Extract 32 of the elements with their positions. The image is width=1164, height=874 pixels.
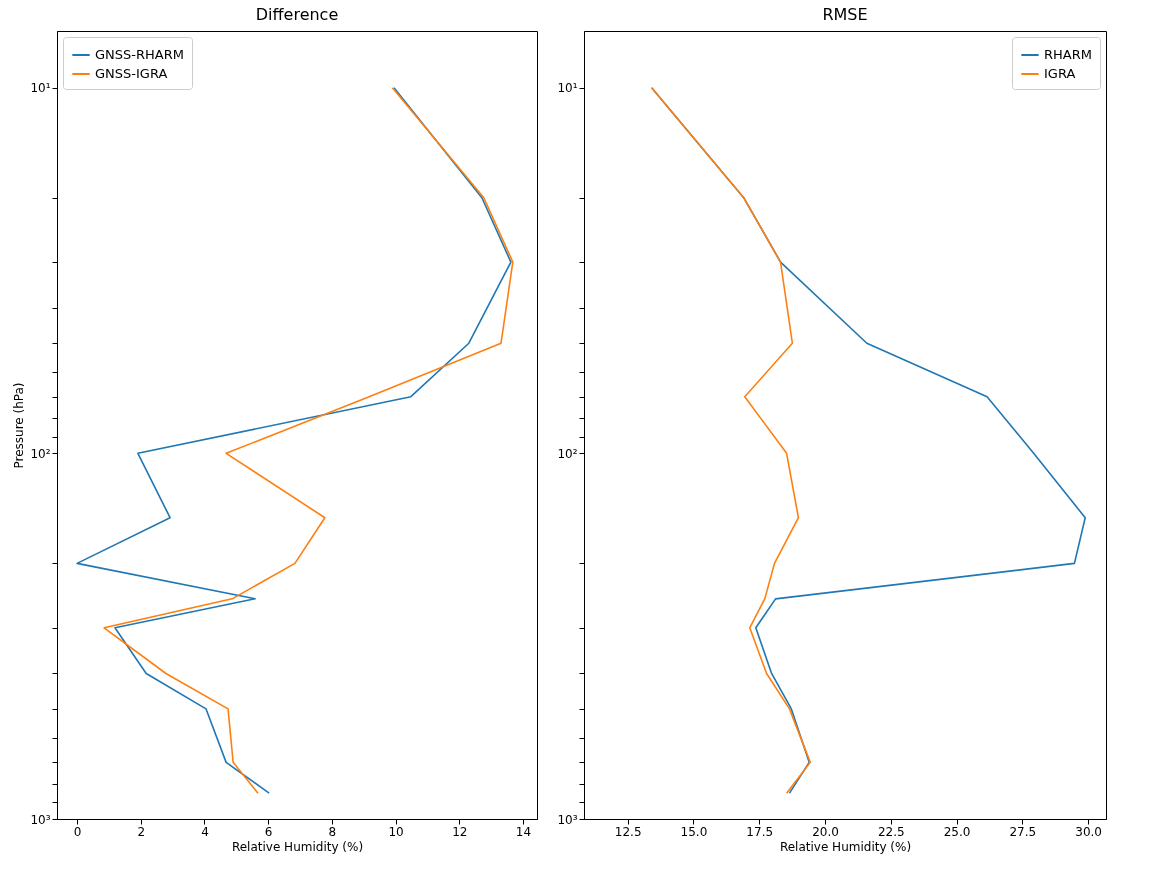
x-tick-label: 8 [328, 824, 337, 839]
x-tick-label: 4 [201, 824, 209, 839]
y-tick-label: 10² [30, 446, 51, 461]
legend-label: GNSS-RHARM [95, 47, 184, 62]
x-tick-label: 22.5 [877, 824, 905, 839]
x-tick-label: 6 [264, 824, 273, 839]
x-axis-title: Relative Humidity (%) [231, 839, 364, 854]
y-tick-label: 10³ [30, 812, 51, 827]
chart-title: Difference [255, 5, 339, 24]
x-tick-label: 12.5 [614, 824, 642, 839]
y-tick-label: 10³ [557, 812, 578, 827]
x-tick-label: 0 [73, 824, 82, 839]
x-tick-label: 27.5 [1009, 824, 1037, 839]
y-tick-label: 10¹ [557, 81, 578, 96]
legend-label: RHARM [1044, 47, 1092, 62]
x-tick-label: 17.5 [746, 824, 774, 839]
x-tick-label: 14 [515, 824, 532, 839]
x-tick-label: 20.0 [812, 824, 839, 839]
x-tick-label: 25.0 [943, 824, 971, 839]
x-axis-title: Relative Humidity (%) [779, 839, 912, 854]
x-tick-label: 12 [452, 824, 468, 839]
y-axis-title: Pressure (hPa) [12, 382, 27, 469]
x-tick-label: 10 [388, 824, 404, 839]
x-tick-label: 30.0 [1075, 824, 1102, 839]
legend-label: IGRA [1044, 66, 1076, 81]
y-tick-label: 10² [557, 446, 578, 461]
x-tick-label: 15.0 [680, 824, 708, 839]
y-tick-label: 10¹ [30, 81, 51, 96]
line-series [650, 86, 812, 794]
legend-label: GNSS-IGRA [95, 66, 168, 81]
chart-title: RMSE [822, 5, 868, 24]
x-tick-label: 2 [137, 824, 146, 839]
